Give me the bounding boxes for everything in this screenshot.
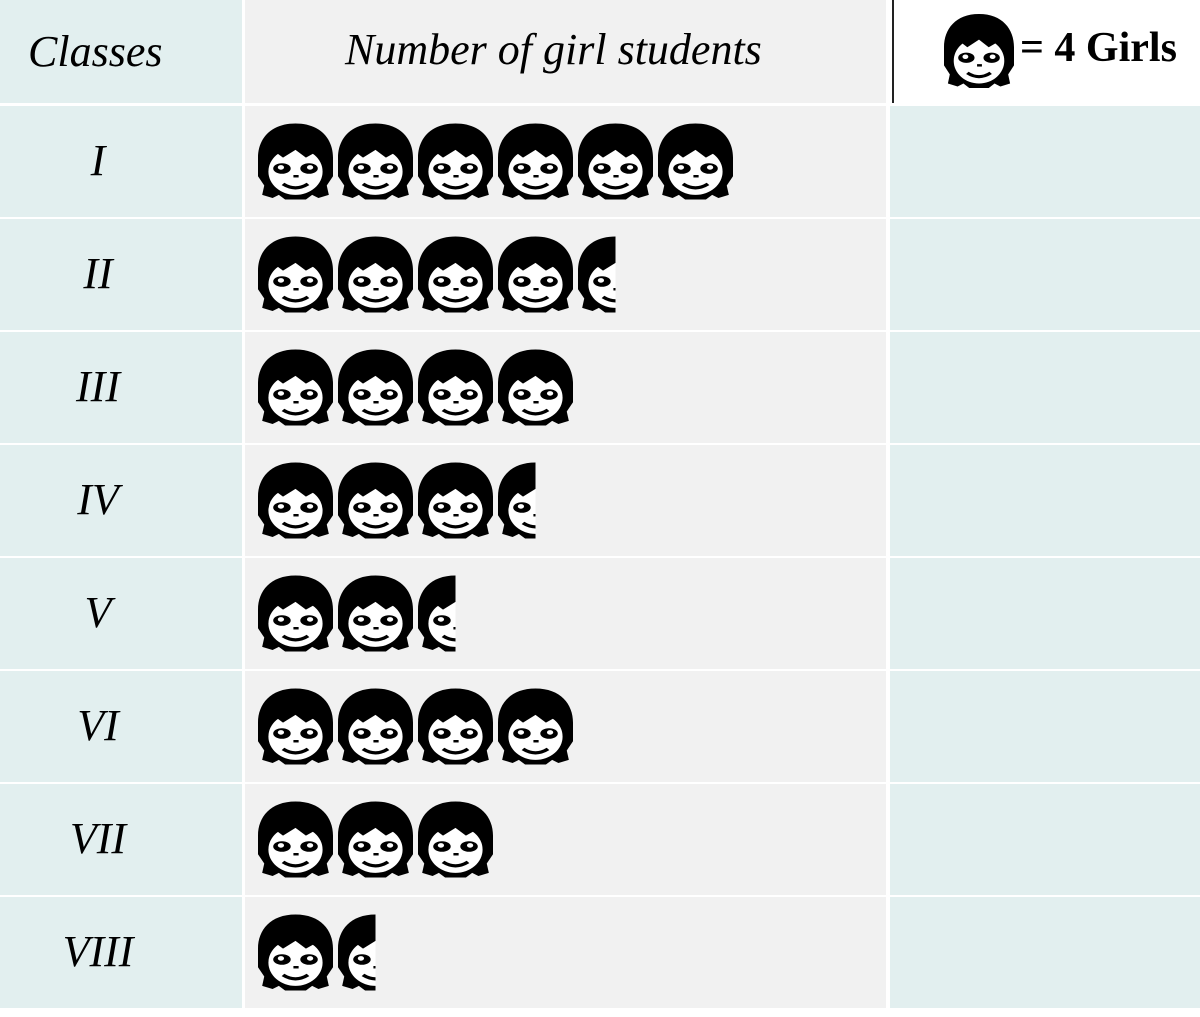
header-key-cell [892, 0, 1200, 103]
blank-cell [890, 106, 1200, 217]
blank-cell [890, 558, 1200, 669]
header-divider [892, 0, 894, 103]
girl-face-icon [258, 802, 333, 878]
class-label: I [90, 135, 106, 185]
girl-face-icon [338, 802, 413, 878]
girl-face-icon [418, 237, 493, 313]
blank-cell [890, 784, 1200, 895]
class-cell: IV [0, 445, 242, 556]
blank-cell [890, 671, 1200, 782]
class-cell: III [0, 332, 242, 443]
blank-cell [890, 897, 1200, 1008]
half-girl-face-icon [338, 915, 413, 991]
girl-face-icon [338, 350, 413, 426]
half-girl-face-icon [498, 463, 573, 539]
girl-face-icon [498, 124, 573, 200]
girl-face-icon [418, 689, 493, 765]
class-label: VI [77, 700, 119, 750]
half-girl-face-icon [418, 576, 493, 652]
header-count-label: Number of girl students [345, 25, 762, 74]
blank-cell [890, 332, 1200, 443]
class-cell: VI [0, 671, 242, 782]
girl-face-icon [418, 124, 493, 200]
class-label: VIII [62, 926, 134, 976]
girl-face-icon [258, 463, 333, 539]
header-classes-label: Classes [28, 27, 163, 76]
girl-face-icon [258, 350, 333, 426]
girl-face-icon [258, 124, 333, 200]
class-cell: VIII [0, 897, 242, 1008]
class-cell: V [0, 558, 242, 669]
class-cell: II [0, 219, 242, 330]
class-label: VII [69, 813, 127, 863]
girl-face-icon [338, 689, 413, 765]
class-label: V [84, 587, 112, 637]
class-label: IV [77, 474, 119, 524]
blank-cell [890, 445, 1200, 556]
girl-face-icon [578, 124, 653, 200]
girl-face-icon [338, 576, 413, 652]
header-classes-cell: Classes [0, 0, 242, 103]
girl-face-icon [258, 915, 333, 991]
class-label: II [83, 248, 113, 298]
girl-face-icon [498, 350, 573, 426]
girl-face-icon [258, 237, 333, 313]
header-count-cell: Number of girl students [245, 0, 886, 103]
girl-face-icon [338, 237, 413, 313]
girl-face-icon [418, 350, 493, 426]
half-girl-face-icon [578, 237, 653, 313]
girl-face-icon [338, 463, 413, 539]
girl-face-icon [658, 124, 733, 200]
girl-face-icon [498, 237, 573, 313]
girl-face-icon [338, 124, 413, 200]
girl-face-icon [258, 576, 333, 652]
key-label: = 4 Girls [1020, 25, 1177, 71]
girl-face-icon [258, 689, 333, 765]
class-cell: I [0, 106, 242, 217]
blank-cell [890, 219, 1200, 330]
girl-face-icon [498, 689, 573, 765]
key-girl-face-icon [942, 12, 1016, 90]
class-label: III [76, 361, 120, 411]
girl-face-icon [418, 463, 493, 539]
girl-face-icon [418, 802, 493, 878]
class-cell: VII [0, 784, 242, 895]
